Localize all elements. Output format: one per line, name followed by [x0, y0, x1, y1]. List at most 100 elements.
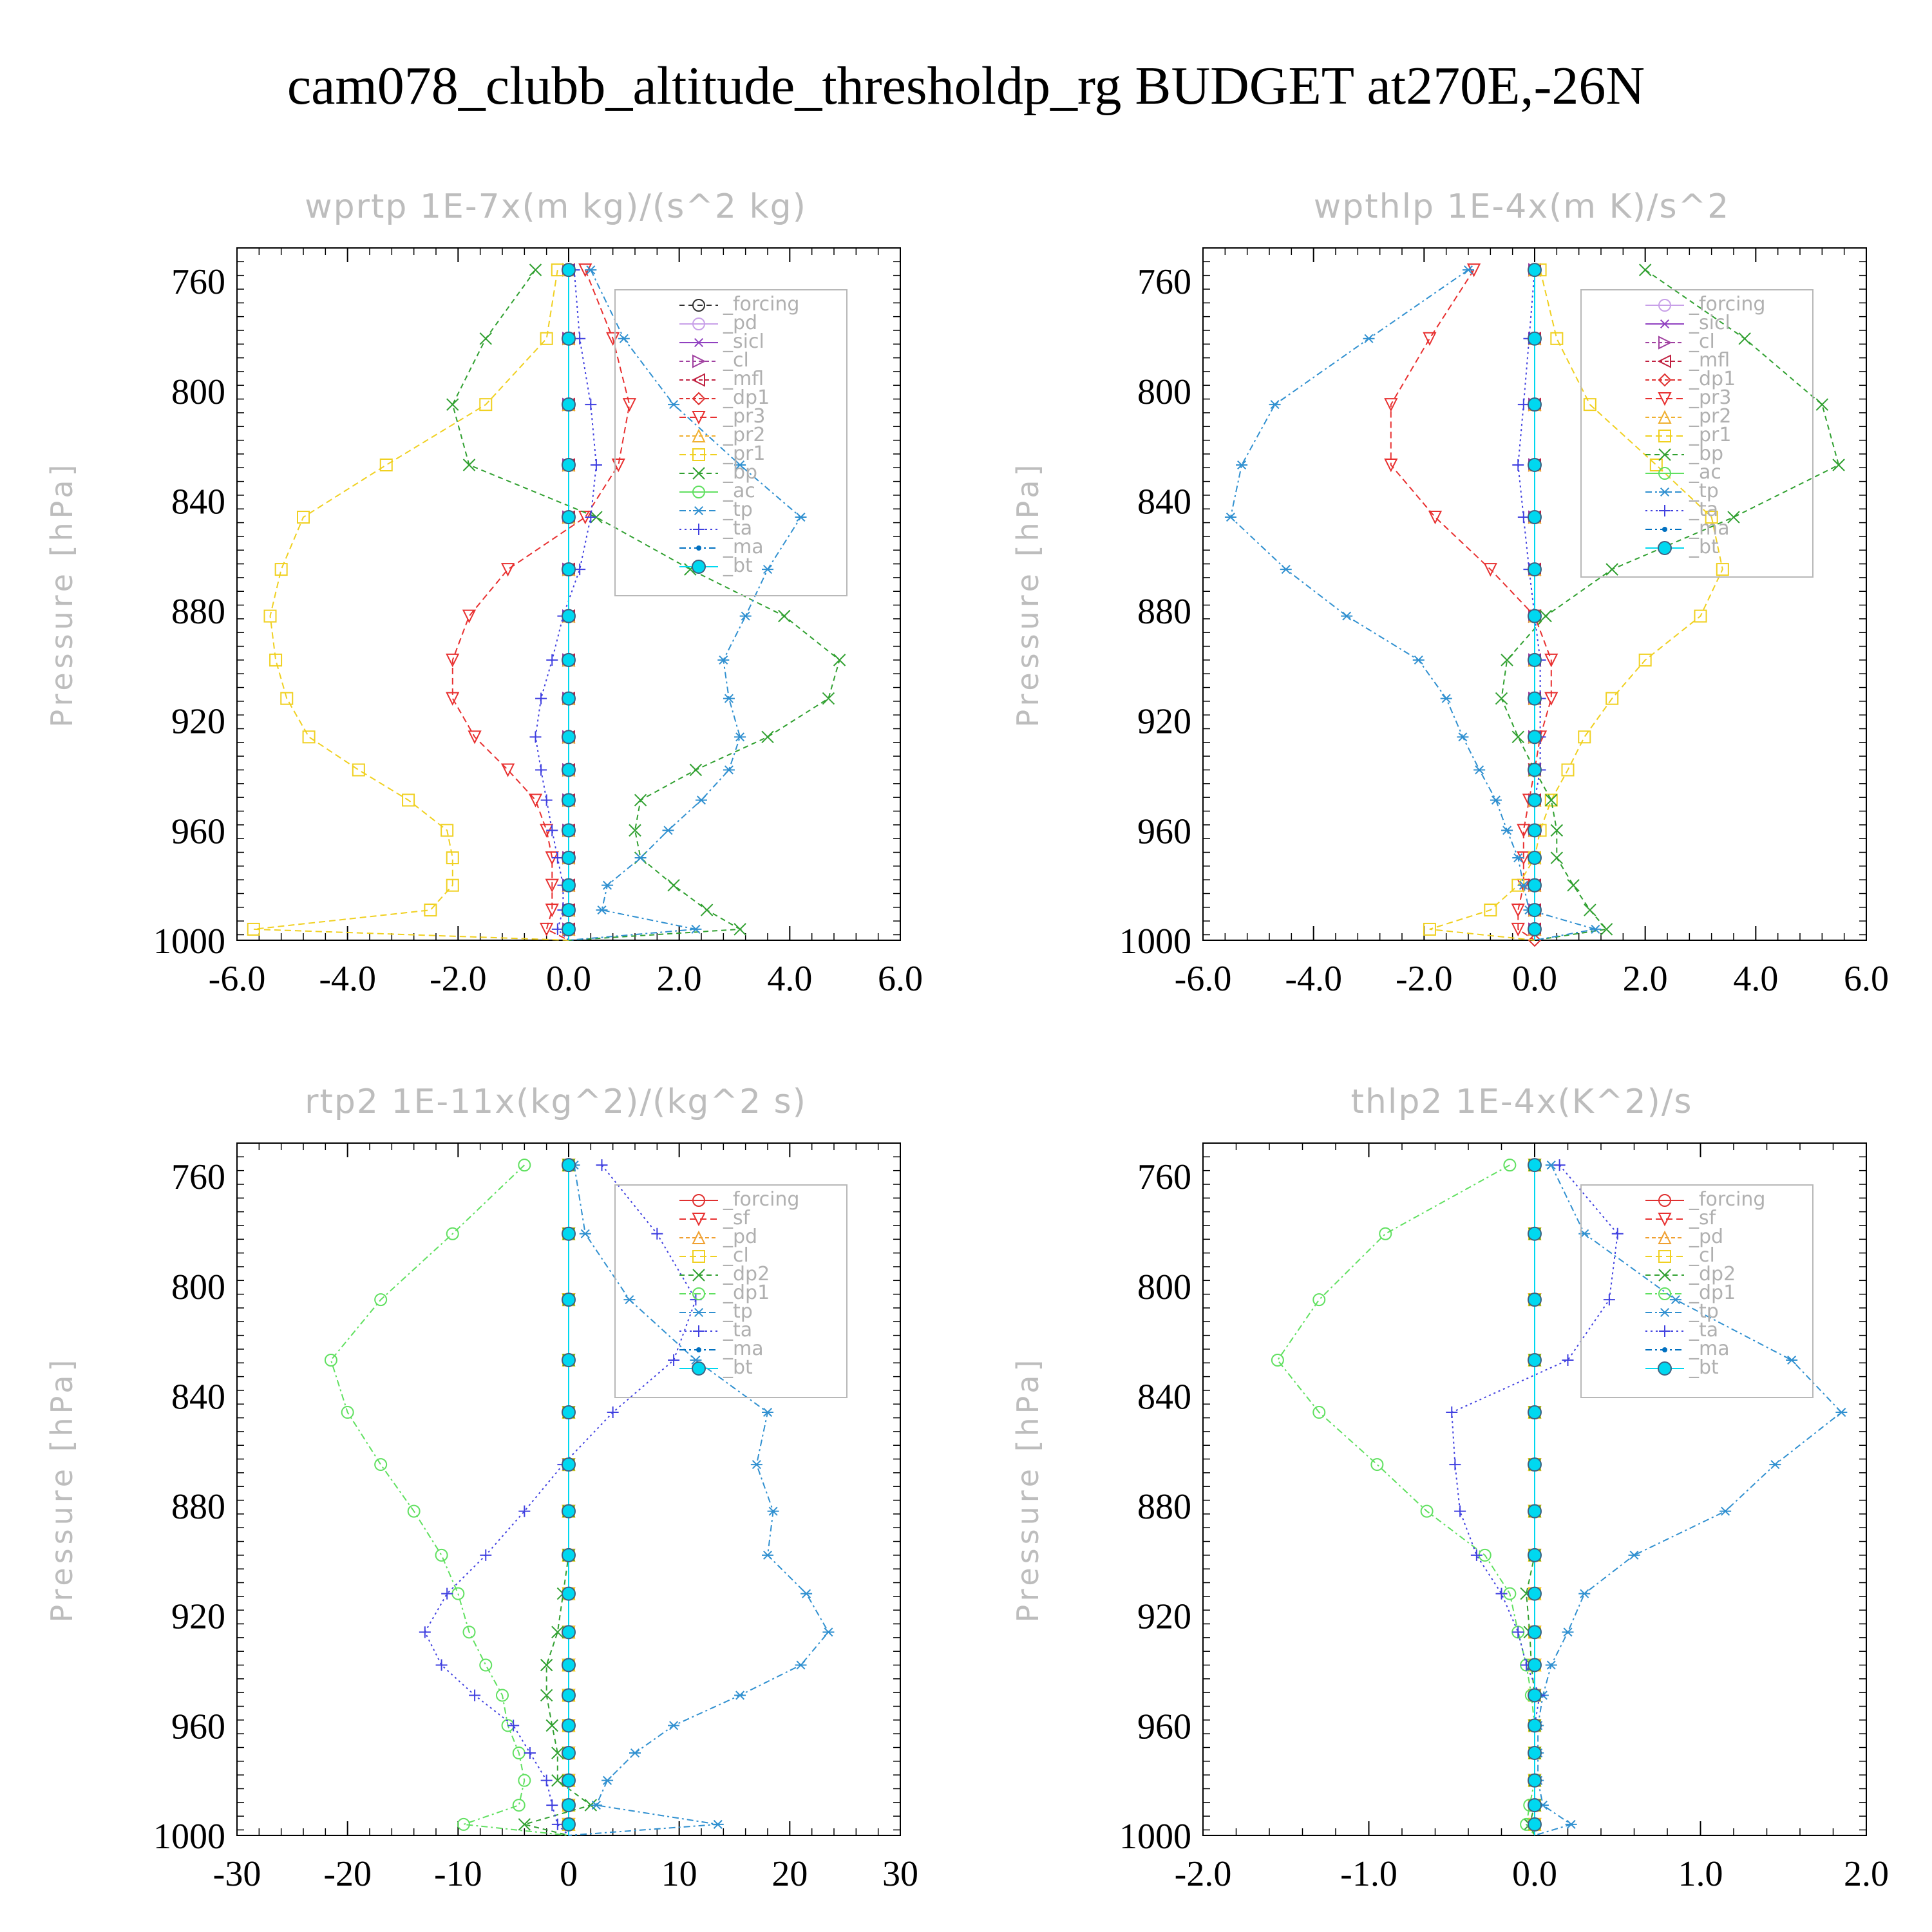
- series-line: [1429, 269, 1723, 941]
- data-point: [1528, 1817, 1542, 1832]
- x-tick-label: 30: [882, 1854, 918, 1894]
- data-point: [1567, 878, 1580, 892]
- legend-label: _dp2: [723, 1263, 770, 1285]
- data-point: [778, 609, 791, 623]
- data-point: [723, 765, 735, 775]
- legend-entry: _forcing: [679, 1188, 799, 1211]
- legend-marker: [1658, 410, 1672, 424]
- legend-marker: [1658, 373, 1672, 387]
- data-point: [762, 565, 773, 574]
- legend-entry: _ma: [679, 536, 764, 558]
- data-point: [562, 1746, 576, 1761]
- legend-entry: _sicl: [1645, 312, 1730, 334]
- data-point: [551, 1774, 564, 1787]
- data-point: [712, 1819, 724, 1829]
- data-point: [1528, 1548, 1542, 1562]
- legend-marker: [692, 1287, 705, 1300]
- data-point: [1420, 1504, 1434, 1518]
- legend-marker: [1658, 1269, 1671, 1282]
- series-line: [1390, 269, 1552, 941]
- data-point: [562, 1773, 576, 1788]
- legend-marker: [1658, 1287, 1671, 1300]
- legend-entry: _forcing: [1645, 293, 1765, 316]
- y-tick-label: 760: [1137, 262, 1191, 302]
- data-point: [689, 763, 703, 777]
- data-point: [1738, 332, 1751, 345]
- data-point: [446, 692, 460, 706]
- legend-label: _dp1: [723, 386, 770, 409]
- data-point: [1512, 459, 1524, 471]
- data-point: [562, 922, 576, 936]
- data-point: [1224, 513, 1236, 522]
- legend-label: _mfl: [1689, 349, 1730, 372]
- data-point: [606, 332, 620, 346]
- data-point: [546, 824, 558, 837]
- legend-marker: [1662, 527, 1667, 532]
- y-tick-label: 840: [1137, 1377, 1191, 1417]
- data-point: [1528, 652, 1542, 667]
- data-point: [462, 1625, 476, 1639]
- legend-label: _ma: [723, 536, 764, 558]
- legend-label: _tp: [1689, 1300, 1719, 1323]
- y-tick-label: 760: [171, 262, 225, 302]
- data-point: [562, 1548, 576, 1562]
- data-point: [479, 398, 493, 412]
- series-group: [1224, 262, 1845, 947]
- data-point: [546, 654, 558, 666]
- data-point: [546, 1799, 558, 1812]
- series-dp1: [324, 1159, 569, 1836]
- legend-marker: [693, 1325, 705, 1337]
- data-point: [1578, 730, 1591, 744]
- data-point: [457, 1817, 470, 1831]
- data-point: [1473, 765, 1486, 775]
- data-point: [379, 459, 393, 472]
- data-point: [280, 692, 294, 705]
- legend-label: _tp: [723, 498, 753, 521]
- legend-marker: [692, 299, 705, 312]
- legend-marker: [1658, 448, 1671, 461]
- legend-marker: [696, 545, 701, 551]
- data-point: [1550, 332, 1564, 345]
- legend-label: _ta: [1689, 498, 1718, 521]
- data-point: [1528, 1658, 1542, 1672]
- data-point: [551, 852, 564, 864]
- data-point: [419, 1626, 431, 1638]
- x-tick-label: 20: [772, 1854, 808, 1894]
- data-point: [1694, 609, 1707, 623]
- y-tick-label: 1000: [1119, 922, 1191, 961]
- data-point: [446, 653, 460, 668]
- legend-entry: _ma: [1645, 1338, 1730, 1360]
- data-point: [562, 1457, 576, 1472]
- chart-panel-wprtp: wprtp 1E-7x(m kg)/(s^2 kg) Pressure [hPa]…: [44, 187, 923, 999]
- y-tick-label: 760: [1137, 1157, 1191, 1197]
- data-point: [562, 878, 576, 893]
- data-point: [562, 1586, 576, 1601]
- data-point: [1484, 904, 1497, 917]
- data-point: [590, 459, 602, 471]
- data-point: [1517, 511, 1530, 524]
- data-point: [1517, 824, 1531, 838]
- legend-box: [1580, 289, 1814, 578]
- data-point: [611, 459, 625, 473]
- data-point: [1423, 922, 1436, 936]
- legend-entry: _mfl: [1645, 349, 1730, 372]
- series-pr3: [1384, 263, 1558, 941]
- data-point: [1544, 793, 1558, 807]
- legend-label: _mfl: [723, 368, 764, 390]
- data-point: [762, 1550, 773, 1560]
- x-tick-label: 6.0: [1844, 959, 1889, 999]
- legend-label: _ma: [1689, 1338, 1730, 1360]
- legend-entry: _ta: [679, 1319, 752, 1341]
- legend-label: _pr1: [723, 442, 765, 465]
- data-point: [1539, 609, 1552, 623]
- series-ta: [529, 264, 602, 941]
- panel-title: wpthlp 1E-4x(m K)/s^2: [1314, 187, 1730, 226]
- legend-marker: [1658, 1213, 1672, 1227]
- x-tick-label: -2.0: [1396, 959, 1453, 999]
- legend-marker: [692, 1269, 705, 1282]
- data-point: [696, 795, 707, 805]
- legend-marker: [696, 1347, 701, 1352]
- legend-entry: _ta: [1645, 1319, 1718, 1341]
- legend-marker: [692, 354, 706, 368]
- legend-label: _ma: [723, 1338, 764, 1360]
